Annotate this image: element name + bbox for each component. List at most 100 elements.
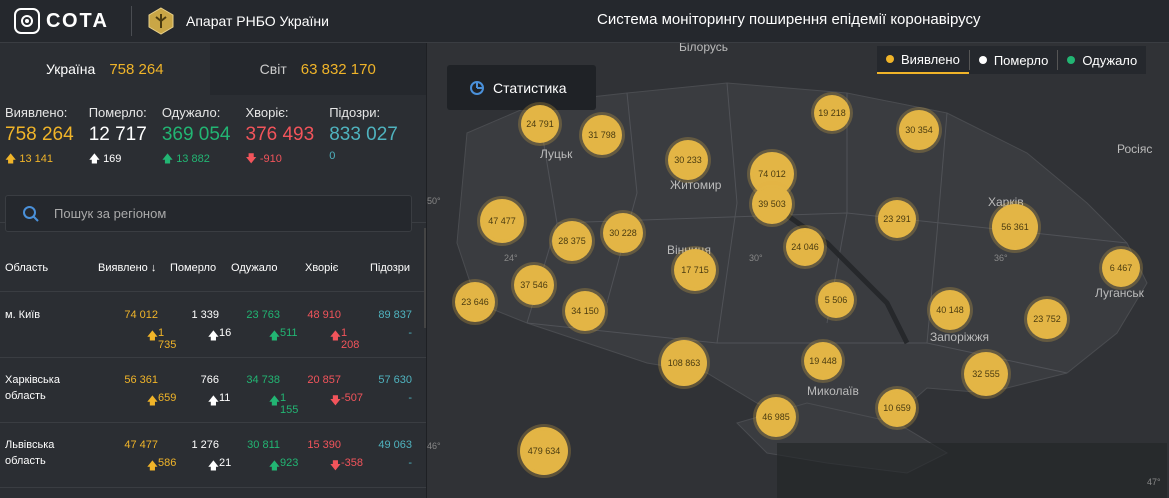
tab-world[interactable]: Світ 63 832 170 xyxy=(209,43,426,95)
row-detected: 56 361 xyxy=(124,374,158,386)
region-bubble[interactable]: 108 863 xyxy=(661,340,707,386)
region-bubble[interactable]: 56 361 xyxy=(992,204,1038,250)
stat-label: Хворіє: xyxy=(245,105,289,120)
row-detected: 47 477 xyxy=(124,439,158,451)
region-bubble[interactable]: 30 354 xyxy=(899,110,939,150)
region-bubble[interactable]: 28 375 xyxy=(552,221,592,261)
tab-ukraine-value: 758 264 xyxy=(109,60,164,78)
table-row[interactable]: Харківська область 56 361 🡅 659 766 🡅 11… xyxy=(0,358,426,423)
statistics-button[interactable]: Статистика xyxy=(447,65,596,110)
stat-detected: Виявлено: 758 264 🡅 13 141 xyxy=(5,105,74,222)
map-coord: 47° xyxy=(1147,477,1161,487)
scope-tabs: Україна 758 264 Світ 63 832 170 xyxy=(0,43,426,95)
region-bubble[interactable]: 40 148 xyxy=(930,290,970,330)
col-region[interactable]: Область xyxy=(5,262,49,274)
table-header: Область Виявлено ↓ Померло Одужало Хворі… xyxy=(0,252,426,292)
map-area[interactable]: Статистика Виявлено Померло Одужало Біло… xyxy=(427,43,1169,498)
legend-divider xyxy=(1057,50,1059,70)
region-bubble[interactable]: 5 506 xyxy=(818,282,854,318)
region-bubble[interactable]: 6 467 xyxy=(1102,249,1140,287)
region-bubble[interactable]: 34 150 xyxy=(565,291,605,331)
stat-sick: Хворіє: 376 493 🡇 -910 xyxy=(246,105,315,222)
rnbo-emblem-icon xyxy=(148,7,174,35)
region-bubble[interactable]: 30 233 xyxy=(668,140,708,180)
legend-dot-icon xyxy=(1067,56,1076,64)
legend-dot-icon xyxy=(978,56,987,64)
stat-delta-value: 0 xyxy=(329,150,336,162)
legend-divider xyxy=(968,50,970,70)
map-label: Миколаїв xyxy=(807,384,859,398)
row-recovered: 30 811 xyxy=(247,439,280,451)
region-search[interactable] xyxy=(5,195,412,232)
row-detected-delta: 🡅 1 735 xyxy=(146,327,177,351)
arrow-down-icon: 🡇 xyxy=(245,153,257,165)
legend-detected[interactable]: Виявлено xyxy=(877,46,969,74)
row-died-delta: 🡅 21 xyxy=(207,457,232,472)
region-bubble[interactable]: 47 477 xyxy=(480,199,524,243)
stat-delta-value: -910 xyxy=(259,153,282,165)
region-bubble[interactable]: 17 715 xyxy=(674,249,716,291)
region-bubble[interactable]: 23 291 xyxy=(878,200,916,238)
stat-delta-value: 13 141 xyxy=(19,153,54,165)
table-row[interactable]: Львівська область 47 477 🡅 586 1 276 🡅 2… xyxy=(0,423,426,488)
tab-world-label: Світ xyxy=(259,61,287,77)
col-suspected[interactable]: Підозри xyxy=(370,262,411,274)
col-recovered[interactable]: Одужало xyxy=(231,262,278,274)
region-bubble[interactable]: 23 646 xyxy=(455,282,495,322)
legend-dot-icon xyxy=(886,55,894,63)
region-bubble[interactable]: 10 659 xyxy=(878,389,916,427)
row-died-delta: 🡅 16 xyxy=(207,327,232,342)
left-panel: Україна 758 264 Світ 63 832 170 Виявлено… xyxy=(0,43,427,498)
map-label: Білорусь xyxy=(679,43,729,54)
region-bubble[interactable]: 46 985 xyxy=(756,397,796,437)
col-died[interactable]: Померло xyxy=(170,262,217,274)
row-region: Харківська xyxy=(5,374,60,386)
legend-died[interactable]: Померло xyxy=(970,46,1058,74)
col-sick[interactable]: Хворіє xyxy=(305,262,339,274)
region-bubble[interactable]: 37 546 xyxy=(514,265,554,305)
row-died: 1 339 xyxy=(191,309,219,321)
row-sick-delta: 🡇 -358 xyxy=(329,457,364,472)
row-suspected-delta: - xyxy=(408,327,412,339)
tab-ukraine[interactable]: Україна 758 264 xyxy=(0,43,210,95)
row-region-line2: область xyxy=(5,455,46,467)
region-bubble[interactable]: 31 798 xyxy=(582,115,622,155)
region-bubble[interactable]: 39 503 xyxy=(752,184,792,224)
row-sick: 15 390 xyxy=(307,439,341,451)
row-sick-delta: 🡇 -507 xyxy=(329,392,364,407)
region-bubble[interactable]: 32 555 xyxy=(964,352,1008,396)
stat-value: 833 027 xyxy=(329,124,398,145)
map-coord: 46° xyxy=(427,441,441,451)
stat-delta: 0 xyxy=(329,150,398,162)
table-row[interactable]: м. Київ 74 012 🡅 1 735 1 339 🡅 16 23 763… xyxy=(0,293,426,358)
row-detected-delta: 🡅 659 xyxy=(146,392,177,407)
search-input[interactable] xyxy=(54,206,354,221)
stat-value: 376 493 xyxy=(245,124,315,145)
stat-value: 758 264 xyxy=(5,124,74,145)
row-died: 1 276 xyxy=(191,439,219,451)
row-region: м. Київ xyxy=(5,309,41,321)
region-bubble[interactable]: 24 046 xyxy=(786,228,824,266)
region-bubble[interactable]: 479 634 xyxy=(520,427,568,475)
map-coord: 36° xyxy=(994,253,1008,263)
row-sick: 20 857 xyxy=(307,374,341,386)
stat-delta: 🡇 -910 xyxy=(246,150,315,169)
table-scrollbar[interactable] xyxy=(424,228,426,328)
legend-recovered[interactable]: Одужало xyxy=(1058,46,1146,74)
row-suspected: 89 837 xyxy=(378,309,412,321)
rnbo-brand[interactable]: Апарат РНБО України xyxy=(146,6,329,36)
arrow-up-icon: 🡅 xyxy=(5,153,17,165)
region-bubble[interactable]: 19 448 xyxy=(804,342,842,380)
stat-delta: 🡅 13 882 xyxy=(162,150,231,169)
region-bubble[interactable]: 23 752 xyxy=(1027,299,1067,339)
col-detected[interactable]: Виявлено ↓ xyxy=(98,262,157,274)
region-bubble[interactable]: 30 228 xyxy=(603,213,643,253)
row-recovered: 23 763 xyxy=(246,309,280,321)
row-sick: 48 910 xyxy=(307,309,341,321)
row-detected-delta: 🡅 586 xyxy=(146,457,177,472)
arrow-up-icon: 🡅 xyxy=(88,153,100,165)
region-bubble[interactable]: 19 218 xyxy=(814,95,850,131)
sota-logo-icon xyxy=(14,8,40,34)
region-bubble[interactable]: 24 791 xyxy=(521,105,559,143)
sota-logo[interactable]: СОТА xyxy=(14,8,109,34)
